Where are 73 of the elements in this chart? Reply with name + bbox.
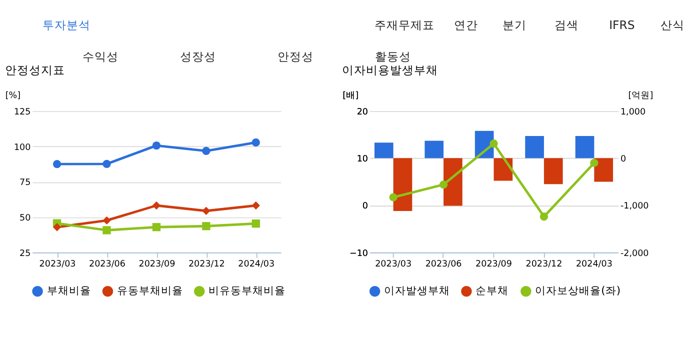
text: 성장성 bbox=[180, 49, 216, 64]
bar bbox=[444, 158, 462, 206]
y-tick-label: 10 bbox=[356, 154, 368, 165]
point bbox=[152, 201, 161, 210]
chart-title: 이자비용발생부채 bbox=[342, 63, 438, 78]
x-tick-label: 2023/12 bbox=[188, 260, 225, 270]
y2-tick-label: 0 bbox=[620, 154, 626, 165]
x-tick-label: 2023/03 bbox=[375, 260, 412, 270]
y2-tick-label: 1,000 bbox=[620, 107, 646, 118]
x-tick-label: 2023/06 bbox=[425, 260, 462, 270]
bar bbox=[594, 158, 614, 182]
y-axis-title: [%] bbox=[5, 90, 21, 101]
y-tick-label: 50 bbox=[20, 213, 31, 224]
point bbox=[202, 222, 210, 230]
bar bbox=[494, 158, 513, 181]
point bbox=[490, 140, 498, 148]
point bbox=[252, 220, 260, 228]
x-tick-label: 2023/03 bbox=[39, 260, 76, 270]
y2-tick-label: -2,000 bbox=[620, 248, 649, 259]
point bbox=[540, 212, 548, 221]
y-tick-label: 25 bbox=[20, 248, 31, 259]
text: 활동성 bbox=[374, 49, 411, 64]
text: 검색 bbox=[554, 18, 578, 32]
chart-title: 안정성지표 bbox=[4, 63, 65, 78]
point bbox=[152, 223, 161, 232]
y2-axis-title: [억원] bbox=[628, 90, 654, 101]
point bbox=[52, 223, 62, 232]
y2-tick-label: -1,000 bbox=[620, 202, 649, 212]
point bbox=[439, 180, 448, 189]
point bbox=[102, 216, 111, 225]
text: 수익성 bbox=[82, 49, 118, 64]
bar bbox=[374, 142, 394, 158]
text: 안정성 bbox=[277, 49, 314, 64]
legend-label: 유동부채비율 bbox=[116, 284, 183, 298]
bar bbox=[525, 136, 544, 158]
point bbox=[52, 160, 62, 168]
legend-label: 순부채 bbox=[476, 284, 509, 298]
point bbox=[152, 141, 161, 150]
text: 연간 bbox=[454, 18, 478, 32]
legend-label: 이자보상배율(좌) bbox=[535, 284, 621, 298]
x-tick-label: 2024/03 bbox=[576, 260, 612, 270]
y-tick-label: 125 bbox=[14, 107, 31, 118]
x-tick-label: 2023/09 bbox=[138, 260, 176, 270]
bar bbox=[544, 158, 563, 184]
point bbox=[252, 138, 260, 147]
y-tick-label: −10 bbox=[349, 248, 368, 259]
text: IFRS bbox=[609, 18, 635, 32]
text: 투자분석 bbox=[42, 18, 90, 32]
point bbox=[102, 160, 111, 168]
x-tick-label: 2023/06 bbox=[89, 260, 126, 270]
point bbox=[202, 146, 210, 155]
y-tick-label: 100 bbox=[14, 142, 31, 153]
point bbox=[252, 201, 260, 210]
x-tick-label: 2024/03 bbox=[238, 260, 275, 270]
y-tick-label: 0 bbox=[362, 202, 368, 212]
point bbox=[389, 193, 398, 202]
legend-label: 이자발생부채 bbox=[384, 284, 450, 298]
y-tick-label: 20 bbox=[356, 107, 368, 118]
legend-label: 부채비율 bbox=[46, 284, 91, 298]
text: 주재무제표 bbox=[374, 18, 435, 32]
point bbox=[590, 158, 598, 167]
point bbox=[202, 206, 210, 215]
y-tick-label: 75 bbox=[20, 178, 31, 188]
bar bbox=[424, 140, 444, 158]
text: 산식 bbox=[660, 18, 685, 32]
x-tick-label: 2023/09 bbox=[476, 260, 512, 270]
x-tick-label: 2023/12 bbox=[526, 260, 562, 270]
point bbox=[102, 226, 111, 234]
y-axis-title: [배] bbox=[342, 90, 358, 101]
bar bbox=[393, 158, 412, 211]
legend-label: 비유동부채비율 bbox=[208, 284, 286, 298]
bar bbox=[575, 136, 594, 158]
text: 분기 bbox=[502, 18, 527, 32]
